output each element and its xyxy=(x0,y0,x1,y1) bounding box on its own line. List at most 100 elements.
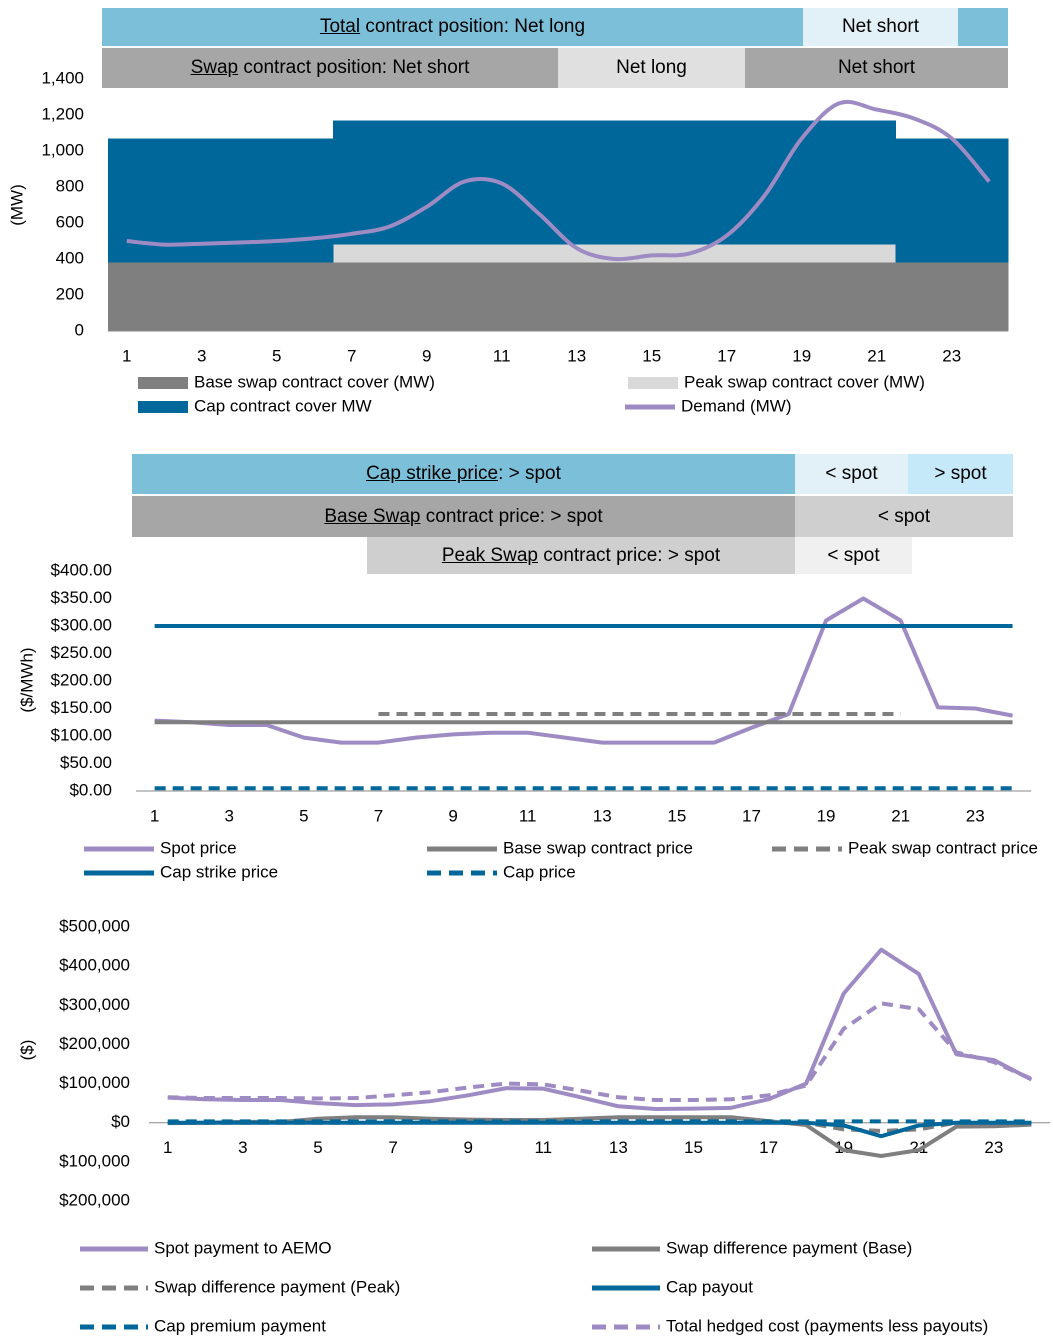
line xyxy=(126,99,991,262)
x-tick-label: 3 xyxy=(225,806,234,825)
y-tick-label: $200,000 xyxy=(59,1190,130,1209)
bar xyxy=(445,244,484,263)
legend-label: Cap contract cover MW xyxy=(194,396,372,415)
line xyxy=(167,1001,1033,1103)
y-tick-label: 1,000 xyxy=(41,140,84,159)
header-band: Net short xyxy=(745,48,1008,88)
header-band: < spot xyxy=(795,454,908,494)
band-label: contract position: Net long xyxy=(360,16,586,37)
legend-label: Cap premium payment xyxy=(154,1316,326,1335)
bar xyxy=(745,120,784,245)
x-tick-label: 21 xyxy=(891,806,910,825)
band-label-underlined: Swap xyxy=(190,57,239,78)
bar xyxy=(745,262,784,331)
band-label: < spot xyxy=(825,463,878,484)
x-tick-label: 7 xyxy=(374,806,383,825)
y-tick-label: 1,200 xyxy=(41,104,84,123)
x-tick-label: 15 xyxy=(667,806,686,825)
header-band: < spot xyxy=(795,496,1013,537)
line xyxy=(167,947,1033,1112)
x-tick-label: 19 xyxy=(817,806,836,825)
x-tick-label: 23 xyxy=(942,346,961,365)
bar xyxy=(370,120,409,245)
bar xyxy=(370,244,409,263)
legend-swatch xyxy=(628,377,678,389)
bar xyxy=(183,262,221,331)
y-tick-label: $200,000 xyxy=(59,1034,130,1053)
bar xyxy=(895,262,934,331)
x-tick-label: 1 xyxy=(150,806,159,825)
x-tick-label: 13 xyxy=(593,806,612,825)
bar xyxy=(820,262,859,331)
legend-label: Base swap contract cover (MW) xyxy=(194,372,435,391)
x-tick-label: 1 xyxy=(122,346,131,365)
x-tick-label: 7 xyxy=(388,1138,397,1157)
y-tick-label: 400 xyxy=(56,248,84,267)
bar xyxy=(933,262,971,331)
bar xyxy=(820,120,859,245)
y-tick-label: $300.00 xyxy=(51,615,112,634)
legend-label: Cap payout xyxy=(666,1277,753,1296)
bar xyxy=(670,262,709,331)
x-tick-label: 11 xyxy=(534,1138,552,1157)
legend-label: Spot payment to AEMO xyxy=(154,1238,332,1257)
y-tick-label: $500,000 xyxy=(59,916,130,935)
bar xyxy=(295,262,334,331)
y-axis-label: ($) xyxy=(17,1040,36,1061)
band-label: > spot xyxy=(934,463,987,484)
x-tick-label: 11 xyxy=(493,346,511,365)
legend-swatch xyxy=(138,401,188,413)
legend-label: Total hedged cost (payments less payouts… xyxy=(666,1316,988,1335)
legend-label: Demand (MW) xyxy=(681,396,792,415)
bar xyxy=(670,120,709,245)
bar xyxy=(520,244,559,263)
x-tick-label: 3 xyxy=(238,1138,247,1157)
bar xyxy=(595,262,634,331)
legend-label: Peak swap contract cover (MW) xyxy=(684,372,925,391)
bar xyxy=(558,244,596,263)
bar xyxy=(408,262,446,331)
bar xyxy=(820,244,859,263)
band-label: < spot xyxy=(877,505,931,527)
x-tick-label: 17 xyxy=(717,346,736,365)
y-tick-label: 1,400 xyxy=(41,68,84,87)
header-band: Net short xyxy=(803,8,958,46)
bar xyxy=(858,262,896,331)
header-band xyxy=(958,8,1008,46)
x-tick-label: 11 xyxy=(519,806,537,825)
x-tick-label: 9 xyxy=(448,806,457,825)
bar xyxy=(970,138,1009,263)
band-label: contract price: > spot xyxy=(537,544,721,566)
x-tick-label: 5 xyxy=(272,346,281,365)
bar xyxy=(483,244,521,263)
y-tick-label: 600 xyxy=(56,212,84,231)
x-tick-label: 13 xyxy=(567,346,586,365)
bar xyxy=(370,262,409,331)
line xyxy=(167,1120,1032,1139)
band-label-underlined: Peak Swap xyxy=(441,544,538,566)
band-label: < spot xyxy=(827,544,880,566)
bar xyxy=(558,262,596,331)
x-tick-label: 7 xyxy=(347,346,356,365)
y-tick-label: $50.00 xyxy=(60,753,112,772)
x-tick-label: 9 xyxy=(422,346,431,365)
line xyxy=(167,1115,1032,1158)
bar xyxy=(595,120,634,245)
x-tick-label: 23 xyxy=(966,806,985,825)
x-tick-label: 3 xyxy=(197,346,206,365)
legend-label: Swap difference payment (Peak) xyxy=(154,1277,400,1296)
bar xyxy=(108,262,146,331)
bar xyxy=(295,138,334,263)
bar xyxy=(783,262,821,331)
y-tick-label: $0 xyxy=(111,1112,130,1131)
y-axis-label: (MW) xyxy=(7,184,26,226)
bar xyxy=(970,262,1009,331)
line xyxy=(167,1118,1032,1133)
band-label-underlined: Total xyxy=(319,16,361,37)
y-axis-label: ($/MWh) xyxy=(17,647,36,712)
bar xyxy=(258,262,296,331)
y-tick-label: $100,000 xyxy=(59,1073,130,1092)
y-tick-label: 200 xyxy=(56,284,84,303)
